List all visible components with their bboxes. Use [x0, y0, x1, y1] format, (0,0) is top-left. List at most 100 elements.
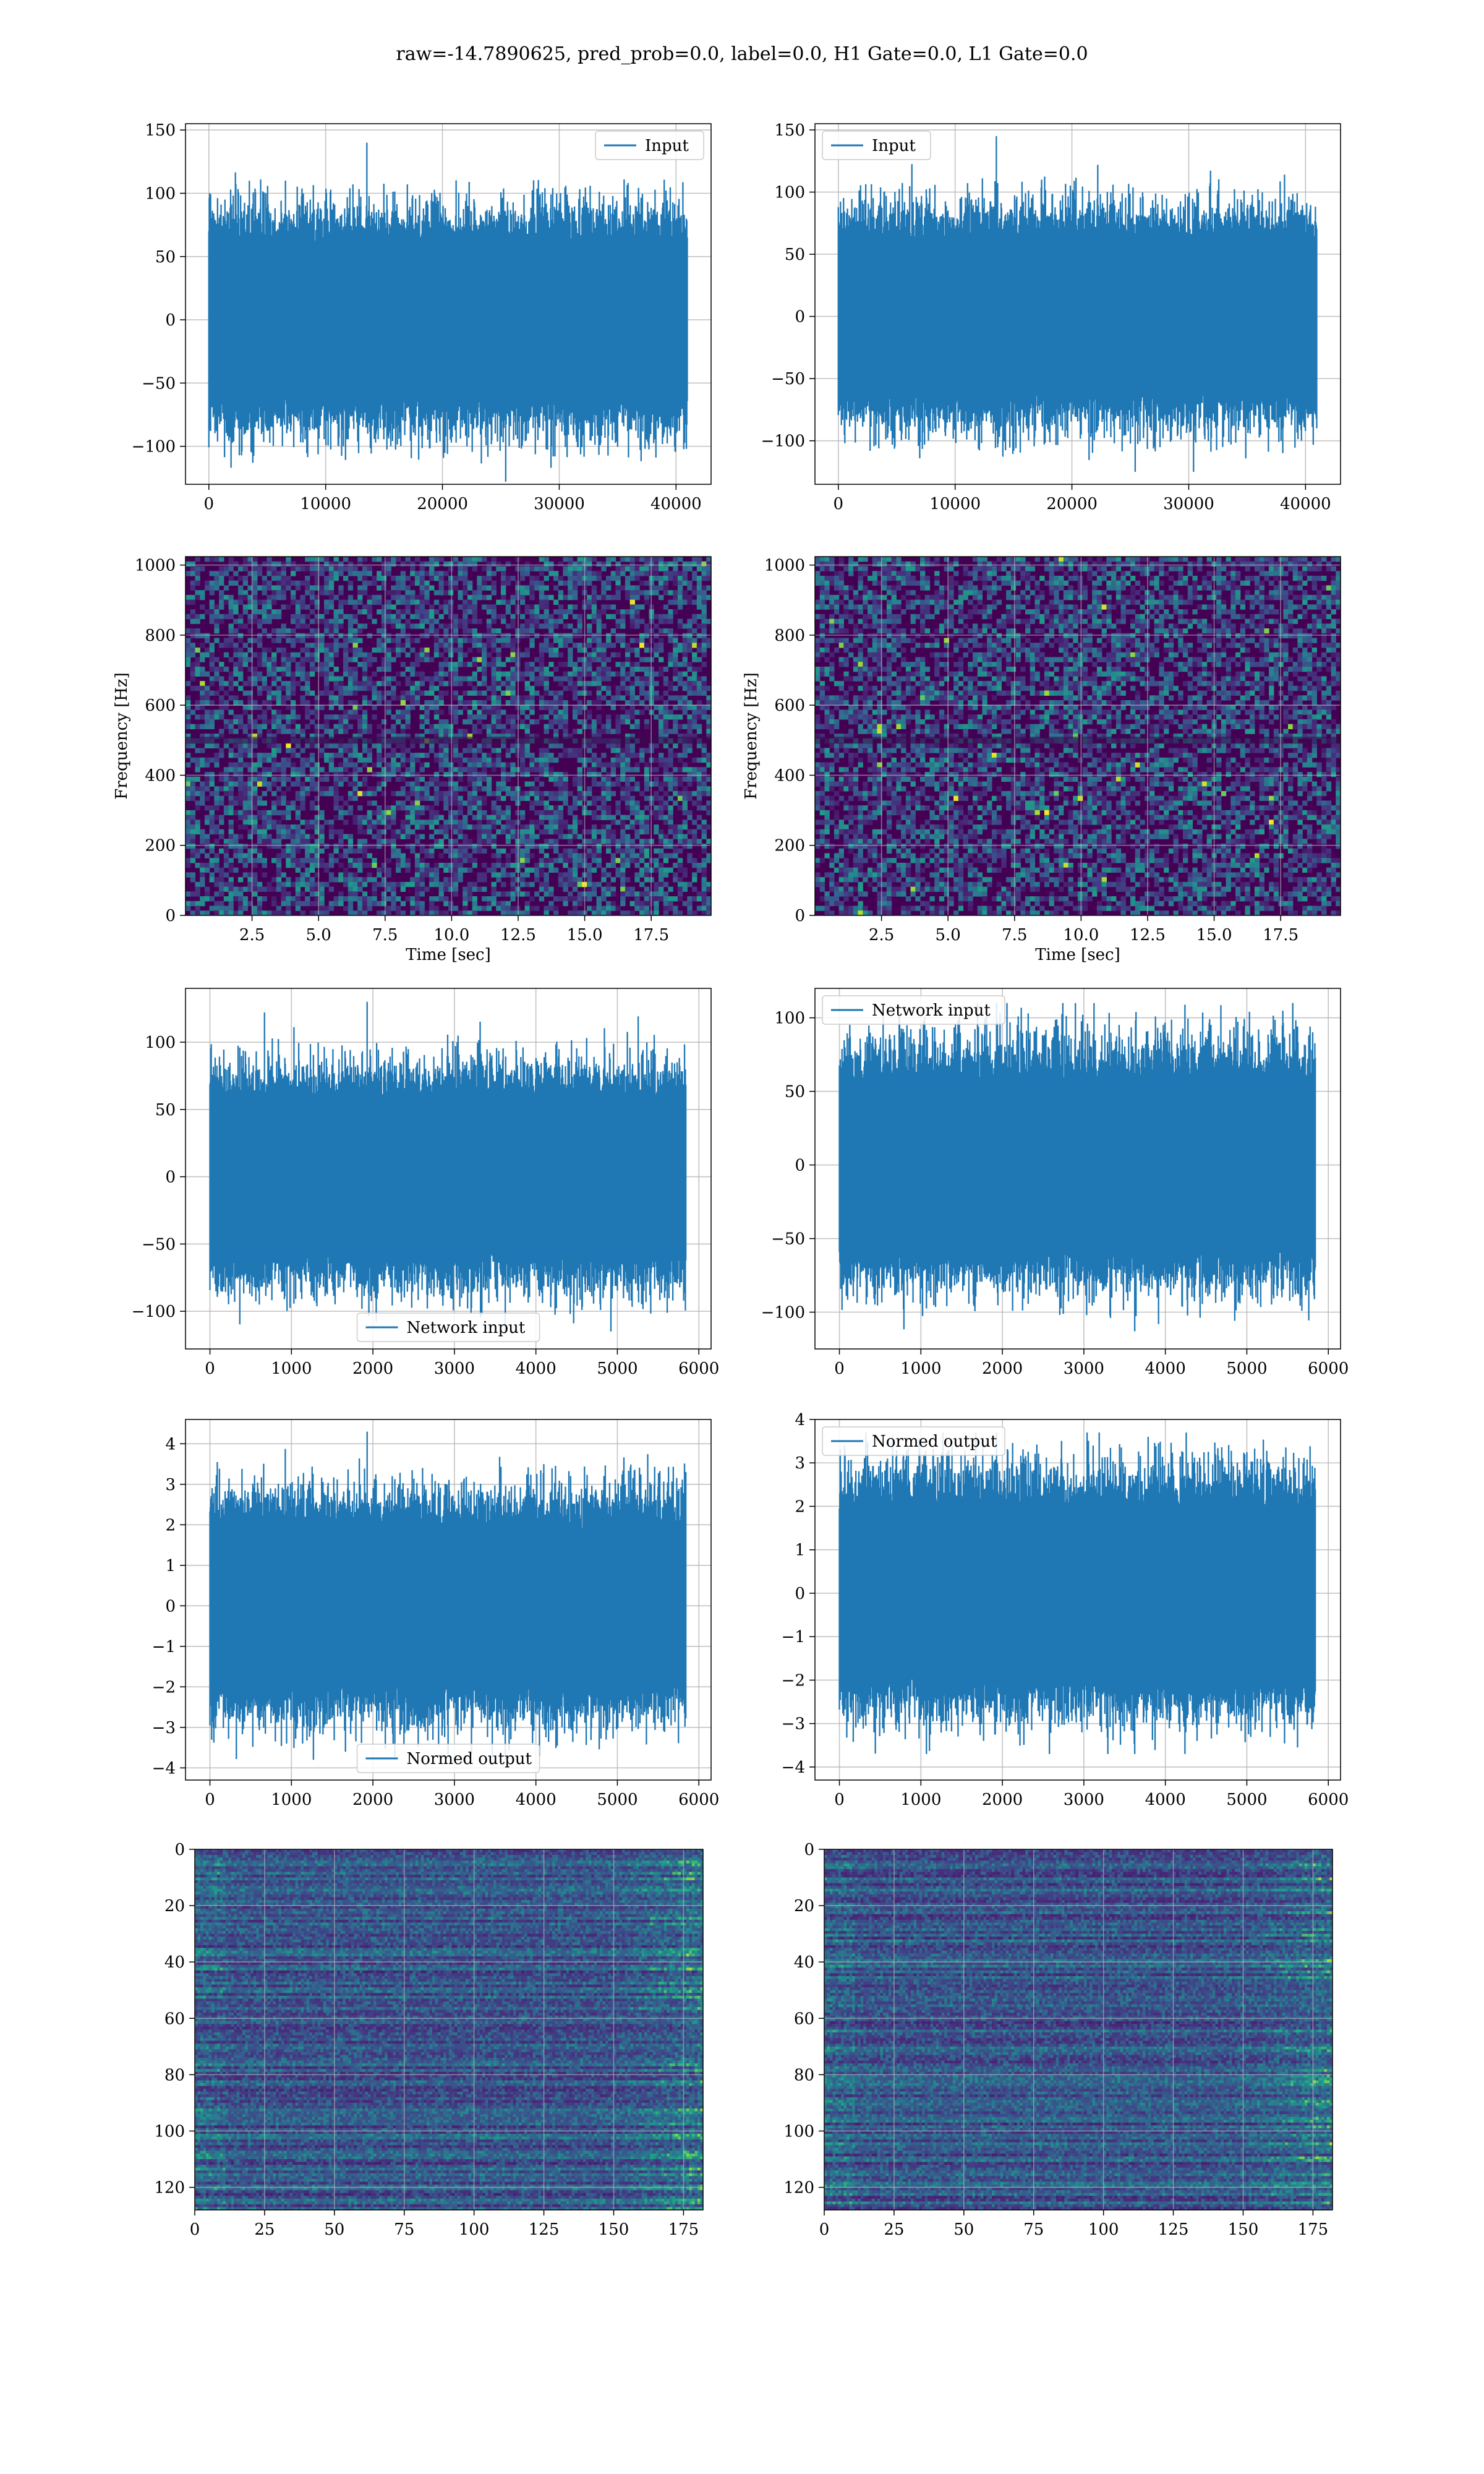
- y-tick-label: 100: [783, 2122, 814, 2141]
- y-tick-label: 0: [165, 1168, 176, 1187]
- legend: Input: [595, 131, 704, 160]
- legend-label: Network input: [407, 1319, 526, 1337]
- y-tick-label: 0: [165, 311, 176, 330]
- chart-r5c2: 0 25 50 75 100 125 150 175 0 20 40 60 80 100 120: [783, 1841, 1333, 2239]
- y-tick-label: 2: [795, 1497, 805, 1516]
- x-tick-label: 175: [668, 2220, 699, 2239]
- legend-label: Network input: [872, 1001, 991, 1020]
- y-tick-label: −50: [771, 1230, 805, 1249]
- y-tick-label: −100: [132, 438, 176, 456]
- legend: Normed output: [356, 1744, 540, 1773]
- y-tick-label: 120: [154, 2179, 185, 2198]
- grid-lines: [824, 1849, 1333, 2210]
- y-tick-label: 100: [145, 1034, 176, 1052]
- y-tick-label: 4: [165, 1435, 176, 1453]
- x-tick-label: 3000: [1064, 1791, 1104, 1809]
- x-tick-label: 1000: [900, 1359, 941, 1378]
- x-tick-label: 0: [819, 2220, 830, 2239]
- y-tick-label: 100: [774, 184, 805, 202]
- x-tick-label: 25: [884, 2220, 904, 2239]
- y-tick-label: 0: [795, 1157, 805, 1175]
- x-tick-label: 10000: [300, 495, 351, 513]
- series-core: [839, 1086, 1316, 1244]
- y-tick-label: 50: [155, 248, 176, 267]
- axes-frame: [814, 1419, 1341, 1781]
- y-tick-label: 1: [795, 1541, 805, 1560]
- legend-box: [822, 995, 1005, 1025]
- y-tick-label: 200: [145, 837, 176, 855]
- x-tick-label: 5.0: [306, 926, 331, 944]
- x-tick-label: 2000: [982, 1791, 1023, 1809]
- x-tick-label: 25: [254, 2220, 275, 2239]
- y-tick-label: 100: [774, 1009, 805, 1028]
- y-tick-label: −3: [152, 1719, 176, 1737]
- x-tick-label: 12.5: [1130, 926, 1166, 944]
- x-tick-label: 1000: [900, 1791, 941, 1809]
- x-tick-label: 5000: [1226, 1359, 1267, 1378]
- x-tick-label: 175: [1298, 2220, 1329, 2239]
- x-tick-label: 4000: [1145, 1791, 1186, 1809]
- legend: Normed output: [822, 1426, 1005, 1456]
- x-tick-label: 5000: [597, 1791, 638, 1809]
- series-core: [838, 246, 1317, 388]
- y-tick-label: −50: [142, 1235, 176, 1254]
- x-tick-label: 3000: [1064, 1359, 1104, 1378]
- series-core: [210, 1533, 686, 1679]
- chart-r1c1: 0 10000 20000 30000 40000 −100 −50 0 50 100 150 Inp…: [132, 121, 712, 513]
- x-tick-label: 0: [834, 495, 844, 513]
- x-tick-label: 0: [204, 495, 215, 513]
- y-tick-label: 600: [774, 696, 805, 715]
- y-tick-label: 20: [794, 1897, 814, 1915]
- x-tick-label: 5.0: [936, 926, 961, 944]
- legend-box: [595, 131, 704, 160]
- x-tick-label: 4000: [516, 1359, 556, 1378]
- chart-r5c1: 0 25 50 75 100 125 150 175 0 20 40 60 80 100 120: [154, 1841, 704, 2239]
- grid-lines: [815, 557, 1341, 915]
- y-tick-label: 40: [164, 1953, 185, 1972]
- chart-r2c1: 2.5 5.0 7.5 10.0 12.5 15.0 17.5 0 200 400 600 800 10…: [113, 556, 712, 964]
- x-tick-label: 125: [529, 2220, 560, 2239]
- y-tick-label: 20: [164, 1897, 185, 1915]
- x-tick-label: 5000: [597, 1359, 638, 1378]
- heatmap-image: [815, 557, 1341, 915]
- y-tick-label: 400: [145, 766, 176, 785]
- legend: Input: [822, 131, 931, 160]
- x-tick-label: 7.5: [372, 926, 398, 944]
- x-tick-label: 7.5: [1002, 926, 1027, 944]
- y-tick-label: 200: [774, 837, 805, 855]
- x-tick-label: 2.5: [869, 926, 894, 944]
- y-tick-label: 0: [795, 907, 805, 925]
- y-tick-label: −4: [152, 1759, 176, 1778]
- heatmap-image: [824, 1849, 1333, 2210]
- y-tick-label: 150: [145, 121, 176, 140]
- y-axis-label: Frequency [Hz]: [113, 672, 131, 800]
- x-tick-label: 10.0: [433, 926, 469, 944]
- x-tick-label: 2000: [982, 1359, 1023, 1378]
- y-tick-label: −50: [771, 370, 805, 388]
- axes-frame: [185, 988, 712, 1350]
- series-core: [208, 247, 688, 392]
- axes-frame: [814, 988, 1341, 1350]
- x-tick-label: 30000: [1163, 495, 1214, 513]
- axes-frame: [194, 1849, 704, 2211]
- y-tick-label: 1000: [764, 557, 805, 575]
- x-tick-label: 0: [205, 1791, 215, 1809]
- chart-r4c2: 0 1000 2000 3000 4000 5000 6000 −4 −3 −2 −1 0 1 2 3 4 No…: [782, 1411, 1349, 1809]
- x-tick-label: 12.5: [500, 926, 536, 944]
- x-tick-label: 20000: [417, 495, 468, 513]
- legend-label: Input: [645, 137, 689, 155]
- y-tick-label: 50: [155, 1101, 176, 1119]
- legend-label: Normed output: [407, 1750, 532, 1768]
- y-tick-label: −4: [782, 1758, 805, 1777]
- y-tick-label: 0: [165, 1597, 176, 1616]
- y-tick-label: 1: [165, 1557, 176, 1575]
- x-tick-label: 0: [205, 1359, 215, 1378]
- x-tick-label: 3000: [434, 1791, 475, 1809]
- y-tick-label: 600: [145, 696, 176, 715]
- legend-box: [822, 1426, 1005, 1456]
- x-tick-label: 100: [459, 2220, 490, 2239]
- axes-frame: [814, 123, 1341, 485]
- y-tick-label: 50: [785, 246, 805, 264]
- x-tick-label: 10.0: [1063, 926, 1099, 944]
